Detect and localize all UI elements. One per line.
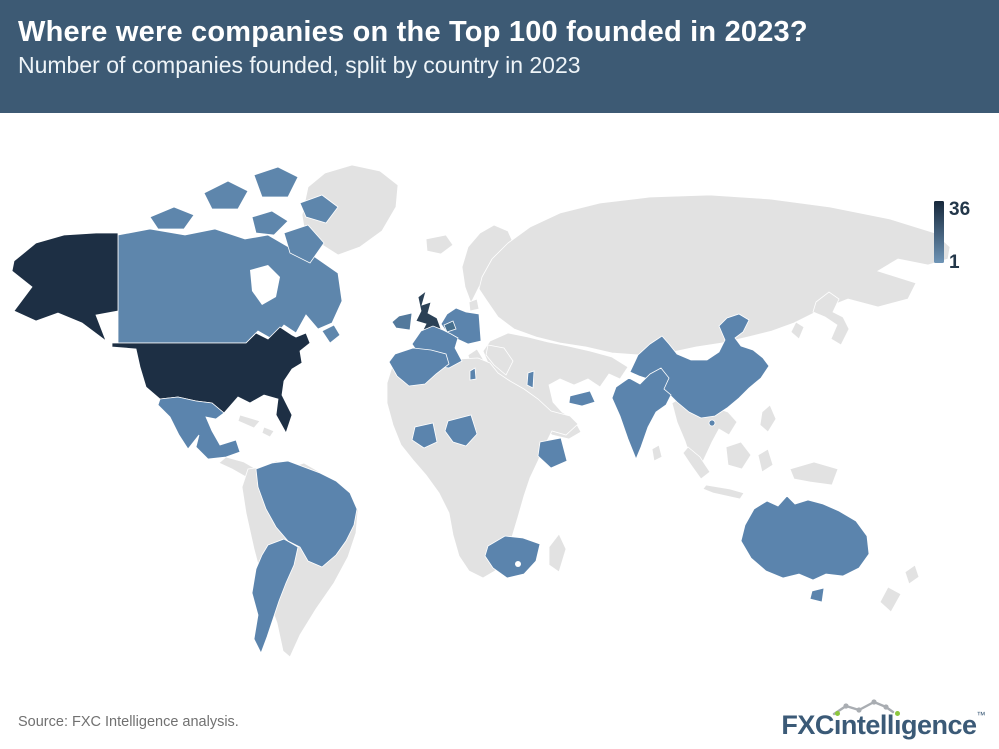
- country-canada-newfoundland: [321, 324, 341, 344]
- landmass-sri-lanka: [651, 444, 663, 462]
- country-kenya: [537, 437, 568, 469]
- landmass-cuba: [237, 414, 261, 429]
- hudson-bay: [250, 265, 280, 305]
- header-banner: Where were companies on the Top 100 foun…: [0, 0, 999, 113]
- country-france-corsica: [469, 367, 477, 381]
- country-india: [611, 367, 672, 461]
- landmass-africa: [386, 354, 579, 579]
- country-usa-alaska: [11, 232, 119, 343]
- country-china-hainan: [708, 419, 716, 427]
- country-canada-arctic-3: [253, 166, 299, 198]
- country-nigeria: [444, 414, 478, 447]
- logo-chart-line-icon: [833, 699, 895, 716]
- legend-gradient-bar: [934, 201, 944, 263]
- legend-min-label: 1: [949, 252, 960, 273]
- lesotho-enclave: [515, 561, 521, 567]
- landmass-sumatra: [682, 446, 711, 480]
- landmass-philippines: [759, 404, 777, 433]
- legend: 36 1: [934, 199, 970, 273]
- landmass-new-guinea: [789, 461, 839, 486]
- landmass-borneo: [725, 441, 752, 470]
- logo-text-end: gence: [900, 710, 977, 740]
- logo-text-mid: ntell: [840, 710, 895, 740]
- landmass-russia-north-asia: [478, 194, 951, 356]
- country-belgium: [443, 320, 457, 333]
- landmass-korea: [790, 321, 805, 340]
- country-australia: [740, 495, 870, 581]
- fxc-logo: FXCıntellıgence™: [781, 699, 986, 741]
- country-israel: [526, 370, 535, 389]
- country-australia-tasmania: [809, 587, 825, 603]
- highlighted-countries: [11, 166, 870, 654]
- landmass-new-zealand-north: [904, 564, 920, 585]
- country-argentina: [251, 538, 299, 654]
- country-south-africa: [484, 535, 541, 579]
- country-mexico: [157, 396, 241, 460]
- map-area: 36 1: [0, 115, 999, 700]
- world-map: 36 1: [11, 164, 970, 658]
- country-canada-arctic-2: [203, 180, 249, 210]
- landmass-japan: [812, 291, 850, 346]
- country-canada-arctic-1: [149, 206, 195, 230]
- landmass-new-zealand-south: [879, 586, 902, 613]
- country-canada-baffin: [283, 224, 325, 264]
- logo-green-dot-i2: ı: [893, 710, 902, 740]
- legend-max-label: 36: [949, 199, 970, 220]
- country-canada-arctic-5: [251, 210, 289, 236]
- country-china: [629, 313, 770, 419]
- country-cote-divoire: [411, 422, 438, 449]
- landmass-madagascar: [548, 533, 567, 573]
- landmass-balkans: [485, 344, 514, 376]
- country-brazil: [255, 460, 358, 568]
- source-note: Source: FXC Intelligence analysis.: [18, 713, 239, 730]
- landmass-java: [702, 484, 745, 500]
- country-uae: [568, 390, 596, 407]
- country-spain: [388, 347, 450, 387]
- logo-trademark: ™: [976, 710, 986, 720]
- page-title: Where were companies on the Top 100 foun…: [18, 16, 808, 48]
- landmass-sulawesi: [757, 448, 774, 473]
- landmass-gray: [218, 164, 951, 658]
- country-ireland: [391, 312, 413, 331]
- country-canada-arctic-4: [299, 194, 339, 224]
- landmass-hispaniola: [261, 426, 275, 438]
- landmass-iceland: [425, 234, 454, 255]
- landmass-denmark: [468, 298, 480, 312]
- footer: Source: FXC Intelligence analysis. FXCın…: [0, 699, 999, 749]
- logo-text-fxc: FXC: [781, 710, 834, 740]
- page-subtitle: Number of companies founded, split by co…: [18, 52, 581, 79]
- country-canada: [117, 228, 343, 344]
- logo-green-dot-i: ı: [833, 710, 842, 740]
